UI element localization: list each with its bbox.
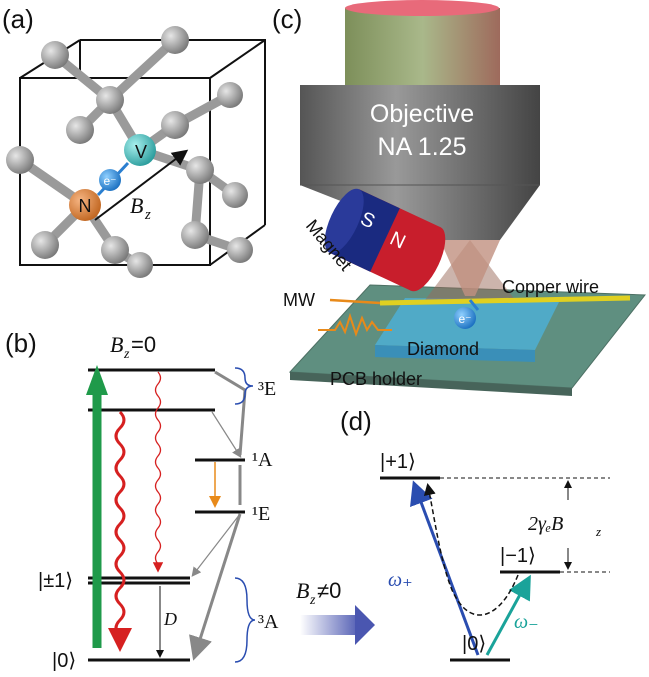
figure: (a) N V e⁻ B z (c) Objective NA 1.25 S N… bbox=[0, 0, 649, 677]
omega-plus: ω₊ bbox=[388, 569, 413, 591]
transition-symbol: B bbox=[296, 578, 309, 603]
electron-label: e⁻ bbox=[103, 174, 116, 188]
level-label: ³A bbox=[258, 611, 279, 633]
condition-value: =0 bbox=[131, 332, 156, 357]
field-symbol: B bbox=[130, 193, 143, 218]
objective-label: Objective bbox=[370, 100, 474, 128]
level-label: ¹E bbox=[252, 503, 270, 525]
setup bbox=[290, 0, 645, 396]
atom-label: V bbox=[135, 142, 147, 162]
panel-label: (c) bbox=[272, 4, 302, 34]
zeeman-diagram bbox=[380, 478, 610, 660]
transition-value: ≠0 bbox=[317, 578, 341, 603]
condition-symbol: B bbox=[110, 332, 123, 357]
atom-label: N bbox=[79, 196, 92, 216]
panel-label: (a) bbox=[2, 4, 34, 34]
wire-label: Copper wire bbox=[502, 277, 599, 297]
splitting-label: 2γₑB bbox=[528, 513, 563, 535]
aperture-label: NA 1.25 bbox=[378, 133, 467, 161]
omega-minus: ω₋ bbox=[514, 611, 539, 633]
energy-diagram bbox=[86, 365, 375, 662]
electron-label: e⁻ bbox=[458, 312, 471, 326]
level-label: |−1⟩ bbox=[500, 545, 536, 567]
field-subscript: z bbox=[144, 207, 151, 223]
level-label: |0⟩ bbox=[462, 633, 486, 655]
transition-subscript: z bbox=[309, 593, 316, 608]
mw-label: MW bbox=[283, 290, 315, 310]
splitting-subscript: z bbox=[595, 524, 601, 539]
level-label: |0⟩ bbox=[52, 650, 76, 672]
level-label: |±1⟩ bbox=[38, 570, 73, 592]
panel-label: (d) bbox=[340, 406, 372, 436]
splitting-label: D bbox=[163, 609, 177, 629]
holder-label: PCB holder bbox=[330, 369, 422, 389]
condition-subscript: z bbox=[123, 347, 130, 362]
level-label: |+1⟩ bbox=[380, 451, 416, 473]
panel-label: (b) bbox=[5, 328, 37, 358]
level-label: ¹A bbox=[252, 449, 273, 471]
level-label: ³E bbox=[258, 378, 276, 400]
diamond-label: Diamond bbox=[407, 339, 479, 359]
